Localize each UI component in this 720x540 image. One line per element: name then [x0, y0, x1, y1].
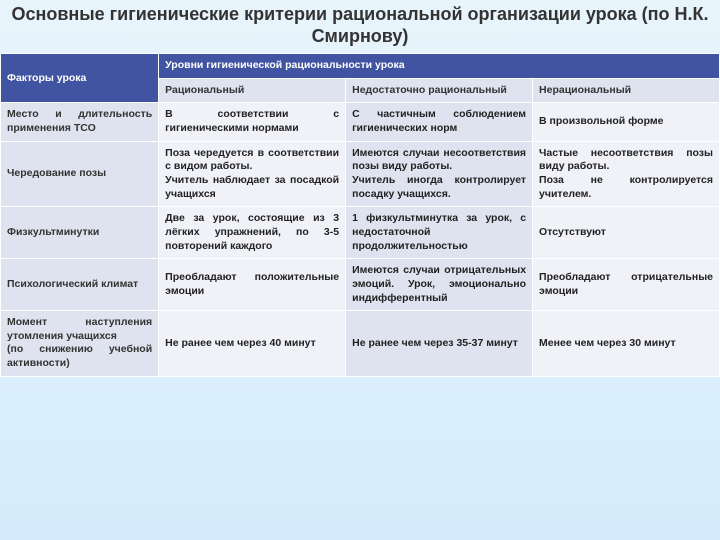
criteria-table: Факторы урока Уровни гигиенической рацио…	[0, 53, 720, 377]
table-cell: Частые несоответствия позы виду работы.П…	[533, 141, 720, 207]
table-cell: В соответствии с гигиеническими нормами	[159, 103, 346, 141]
table-cell: В произвольной форме	[533, 103, 720, 141]
table-cell: Менее чем через 30 минут	[533, 311, 720, 377]
table-cell: Поза чередуется в соответствии с видом р…	[159, 141, 346, 207]
subheader-col2: Недостаточно рациональный	[346, 78, 533, 103]
page-title: Основные гигиенические критерии рационал…	[0, 0, 720, 53]
row-label: Чередование позы	[1, 141, 159, 207]
table-cell: 1 физкультминутка за урок, с недостаточн…	[346, 207, 533, 259]
row-label: Место и длительность применения ТСО	[1, 103, 159, 141]
table-cell: Преобладают отрицательные эмоции	[533, 259, 720, 311]
table-cell: Имеются случаи отрицательных эмоций. Уро…	[346, 259, 533, 311]
table-cell: Преобладают положительные эмоции	[159, 259, 346, 311]
table-cell: Имеются случаи несоответствия позы виду …	[346, 141, 533, 207]
row-label: Момент наступления утомления учащихся(по…	[1, 311, 159, 377]
header-factors: Факторы урока	[1, 54, 159, 103]
header-levels: Уровни гигиенической рациональности урок…	[159, 54, 720, 79]
subheader-col3: Нерациональный	[533, 78, 720, 103]
subheader-col1: Рациональный	[159, 78, 346, 103]
table-cell: Отсутствуют	[533, 207, 720, 259]
row-label: Психологический климат	[1, 259, 159, 311]
row-label: Физкультминутки	[1, 207, 159, 259]
table-cell: С частичным соблюдением гигиенических но…	[346, 103, 533, 141]
table-cell: Не ранее чем через 35-37 минут	[346, 311, 533, 377]
table-cell: Не ранее чем через 40 минут	[159, 311, 346, 377]
table-cell: Две за урок, состоящие из 3 лёгких упраж…	[159, 207, 346, 259]
